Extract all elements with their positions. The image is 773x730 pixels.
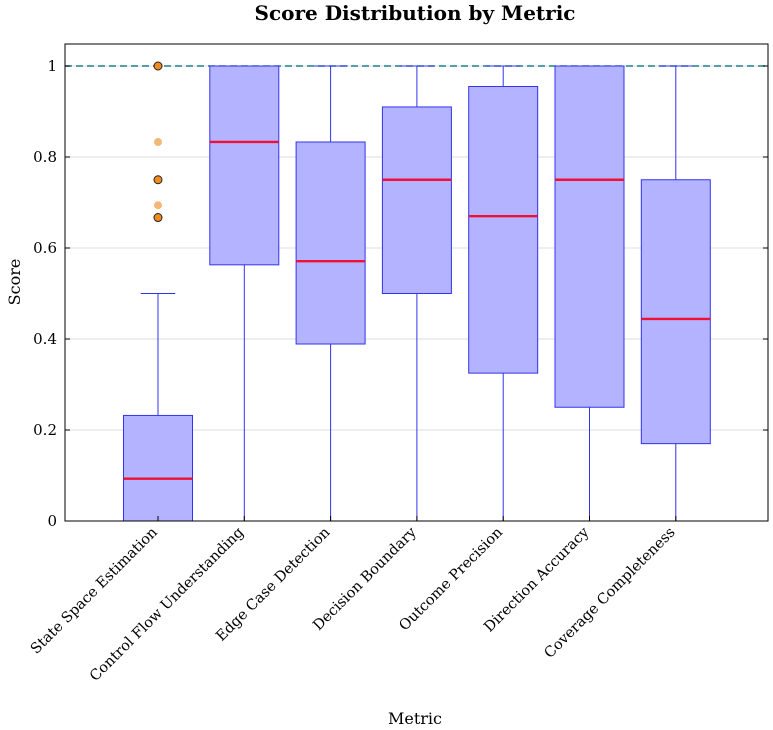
y-tick-label: 0.6 [33,239,57,257]
box-iqr [381,106,452,294]
outlier-point [153,61,163,71]
box-group [554,65,625,522]
outlier-point [153,213,163,223]
plot-frame [64,43,769,522]
chart-title: Score Distribution by Metric [255,1,576,25]
box-group [209,65,280,522]
y-tick-label: 0.2 [33,421,57,439]
y-tick-label: 1 [47,57,57,75]
box-iqr [468,85,539,374]
box-group [381,65,452,522]
box-group [640,65,711,522]
boxes-layer [123,61,711,522]
box-iqr [554,65,625,408]
outlier-point [154,137,162,146]
y-tick-label: 0.8 [33,148,57,166]
box-group [123,61,193,522]
y-tick-label: 0 [47,512,57,530]
box-group [295,65,366,522]
box-iqr [123,414,193,522]
y-axis-label: Score [5,259,24,306]
y-tick-label: 0.4 [33,330,57,348]
x-axis-label: Metric [388,709,442,728]
x-tick-label: Control Flow Understanding [87,525,247,685]
box-iqr [640,179,711,445]
outlier-point [153,175,163,185]
outlier-point [154,201,162,210]
box-group [468,65,539,522]
box-iqr [295,141,366,345]
box-iqr [209,65,280,266]
